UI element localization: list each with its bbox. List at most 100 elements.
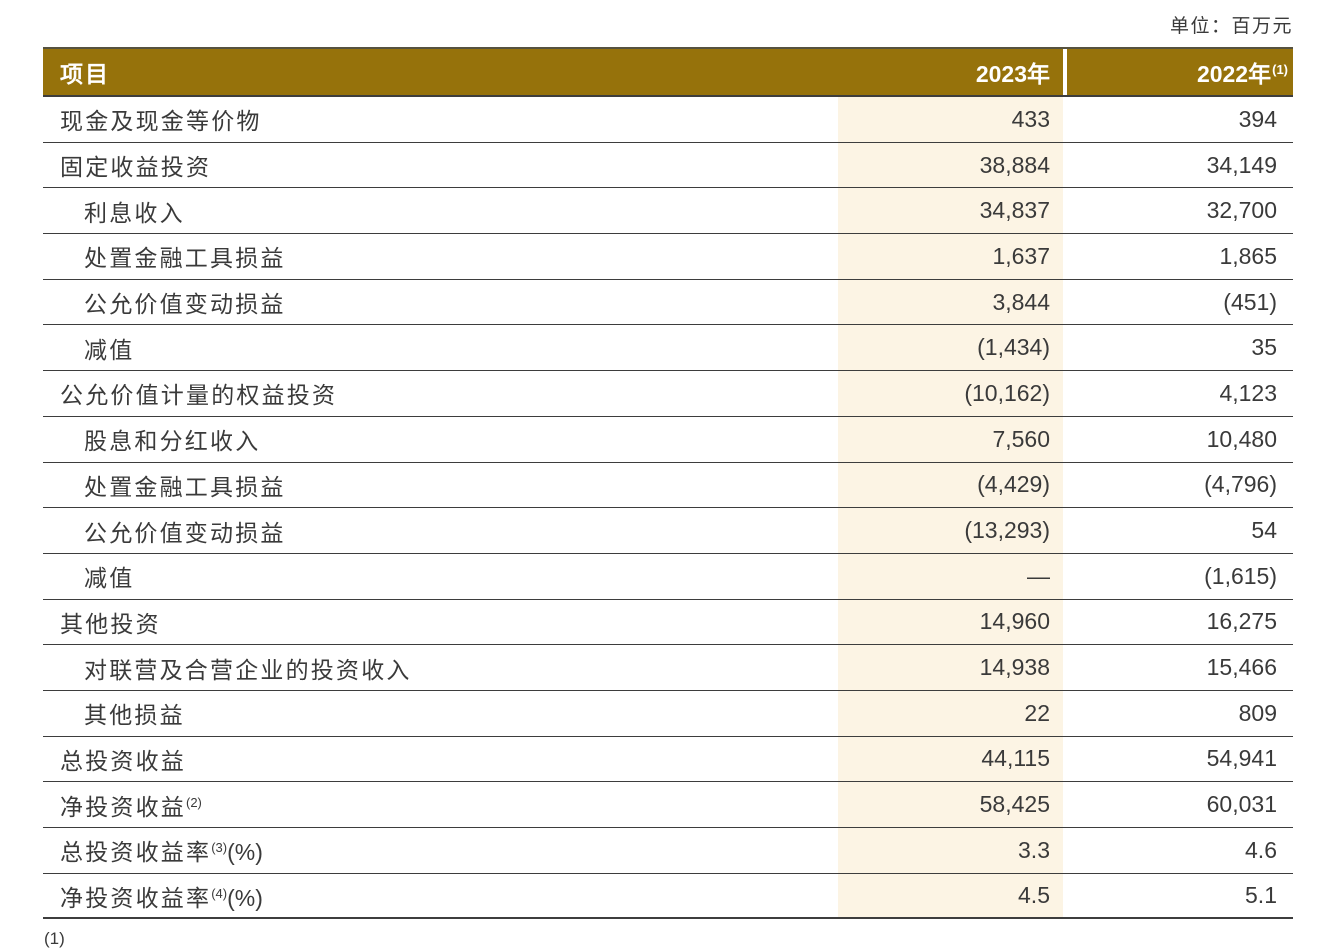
value-2023: (13,293) (838, 508, 1063, 553)
table-row: 公允价值变动损益 3,844 (451) (43, 279, 1293, 326)
table-row: 处置金融工具损益 1,637 1,865 (43, 234, 1293, 280)
value-2022: 60,031 (1206, 791, 1277, 818)
table-row: 现金及现金等价物 433 394 (43, 97, 1293, 143)
value-2022: (4,796) (1204, 471, 1277, 498)
row-label-suffix: (%) (227, 839, 263, 866)
value-2022: 34,149 (1206, 151, 1277, 178)
value-2023: (4,429) (838, 462, 1063, 508)
value-2023: 14,938 (838, 645, 1063, 690)
table-row: 公允价值计量的权益投资 (10,162) 4,123 (43, 371, 1293, 417)
value-2022: 4,123 (1219, 379, 1277, 406)
row-label-text: 现金及现金等价物 (60, 108, 262, 135)
row-label: 总投资收益 (43, 742, 838, 776)
value-2022: 394 (1238, 105, 1277, 132)
row-label-footref: (2) (186, 794, 202, 810)
header-col-2022-footref: (1) (1272, 62, 1288, 77)
table-row: 减值 — (1,615) (43, 553, 1293, 600)
header-col-2023: 2023年 (975, 61, 1050, 87)
row-label-text: 减值 (84, 336, 135, 363)
row-label: 股息和分红收入 (43, 422, 838, 456)
value-2023: (1,434) (838, 325, 1063, 371)
row-label: 净投资收益率(4)(%) (43, 879, 838, 913)
table-row: 利息收入 34,837 32,700 (43, 188, 1293, 235)
table-row: 固定收益投资 38,884 34,149 (43, 142, 1293, 189)
value-2022: 35 (1251, 334, 1277, 361)
row-label-suffix: (%) (227, 884, 263, 911)
header-item-label: 项目 (60, 61, 110, 87)
row-label: 减值 (43, 559, 838, 593)
row-label: 其他损益 (43, 696, 838, 730)
row-label: 固定收益投资 (43, 148, 838, 182)
value-2022: 809 (1238, 699, 1277, 726)
header-col-2022: 2022年(1) (1196, 55, 1288, 89)
value-2023: 34,837 (838, 188, 1063, 234)
value-2023: 44,115 (838, 736, 1063, 782)
footnote-cutoff: (1) (44, 929, 65, 948)
row-label-footref: (4) (211, 885, 228, 901)
value-2023: (10,162) (838, 371, 1063, 416)
value-2023: 3.3 (838, 828, 1063, 873)
unit-note: 单位：百万元 (1169, 16, 1293, 37)
table-row: 处置金融工具损益 (4,429) (4,796) (43, 462, 1293, 509)
row-label-text: 处置金融工具损益 (84, 245, 286, 272)
value-2023: 58,425 (838, 782, 1063, 827)
value-2023: 38,884 (838, 142, 1063, 188)
row-label-text: 其他投资 (60, 610, 161, 637)
row-label: 其他投资 (43, 605, 838, 639)
value-2023: 1,637 (838, 234, 1063, 279)
row-label-text: 总投资收益 (60, 747, 186, 774)
value-2022: 32,700 (1206, 197, 1277, 224)
row-label-text: 净投资收益率 (60, 884, 212, 911)
row-label-text: 对联营及合营企业的投资收入 (84, 656, 412, 683)
table-row: 股息和分红收入 7,560 10,480 (43, 416, 1293, 463)
row-label-text: 其他损益 (84, 702, 185, 729)
value-2022: 1,865 (1219, 242, 1277, 269)
row-label: 处置金融工具损益 (43, 239, 838, 273)
value-2022: 15,466 (1206, 654, 1277, 681)
row-label-text: 股息和分红收入 (84, 428, 261, 455)
value-2022: 16,275 (1206, 608, 1277, 635)
row-label: 公允价值变动损益 (43, 514, 838, 548)
row-label: 总投资收益率(3)(%) (43, 833, 838, 867)
row-label-text: 利息收入 (84, 199, 185, 226)
row-label: 对联营及合营企业的投资收入 (43, 651, 838, 685)
row-label-text: 公允价值变动损益 (84, 291, 286, 318)
value-2022: 5.1 (1245, 882, 1277, 909)
table-row: 公允价值变动损益 (13,293) 54 (43, 508, 1293, 554)
value-2023: 14,960 (838, 599, 1063, 645)
header-column-gap (1063, 49, 1067, 95)
row-label: 净投资收益(2) (43, 788, 838, 822)
row-label-footref: (3) (211, 840, 228, 856)
header-col-2022-text: 2022年 (1196, 61, 1272, 87)
table-row: 对联营及合营企业的投资收入 14,938 15,466 (43, 645, 1293, 691)
value-2023: 3,844 (838, 279, 1063, 325)
investment-income-table: 项目 2023年 2022年(1) 现金及现金等价物 433 394 固定收益投… (43, 47, 1293, 920)
value-2023: — (838, 553, 1063, 599)
table-header-row: 项目 2023年 2022年(1) (43, 47, 1293, 97)
row-label-text: 固定收益投资 (60, 154, 212, 181)
table-row: 其他投资 14,960 16,275 (43, 599, 1293, 646)
value-2023: 7,560 (838, 416, 1063, 462)
value-2022: 10,480 (1206, 425, 1277, 452)
table-header-left: 项目 2023年 (43, 49, 1063, 95)
value-2023: 433 (838, 97, 1063, 142)
value-2023: 4.5 (838, 873, 1063, 918)
row-label-text: 公允价值计量的权益投资 (60, 382, 338, 409)
table-header-right: 2022年(1) (1067, 49, 1293, 95)
value-2022: (1,615) (1204, 562, 1277, 589)
table-body: 现金及现金等价物 433 394 固定收益投资 38,884 34,149 利息… (43, 97, 1293, 920)
row-label: 公允价值变动损益 (43, 285, 838, 319)
row-label-text: 净投资收益 (60, 793, 186, 820)
row-label-text: 公允价值变动损益 (84, 519, 286, 546)
row-label-text: 减值 (84, 565, 135, 592)
value-2023: 22 (838, 690, 1063, 736)
table-row: 总投资收益率(3)(%) 3.3 4.6 (43, 828, 1293, 874)
row-label: 公允价值计量的权益投资 (43, 376, 838, 410)
table-row: 总投资收益 44,115 54,941 (43, 736, 1293, 783)
row-label-text: 处置金融工具损益 (84, 473, 286, 500)
row-label: 现金及现金等价物 (43, 102, 838, 136)
value-2022: (451) (1223, 288, 1277, 315)
value-2022: 4.6 (1245, 836, 1277, 863)
row-label: 利息收入 (43, 194, 838, 228)
